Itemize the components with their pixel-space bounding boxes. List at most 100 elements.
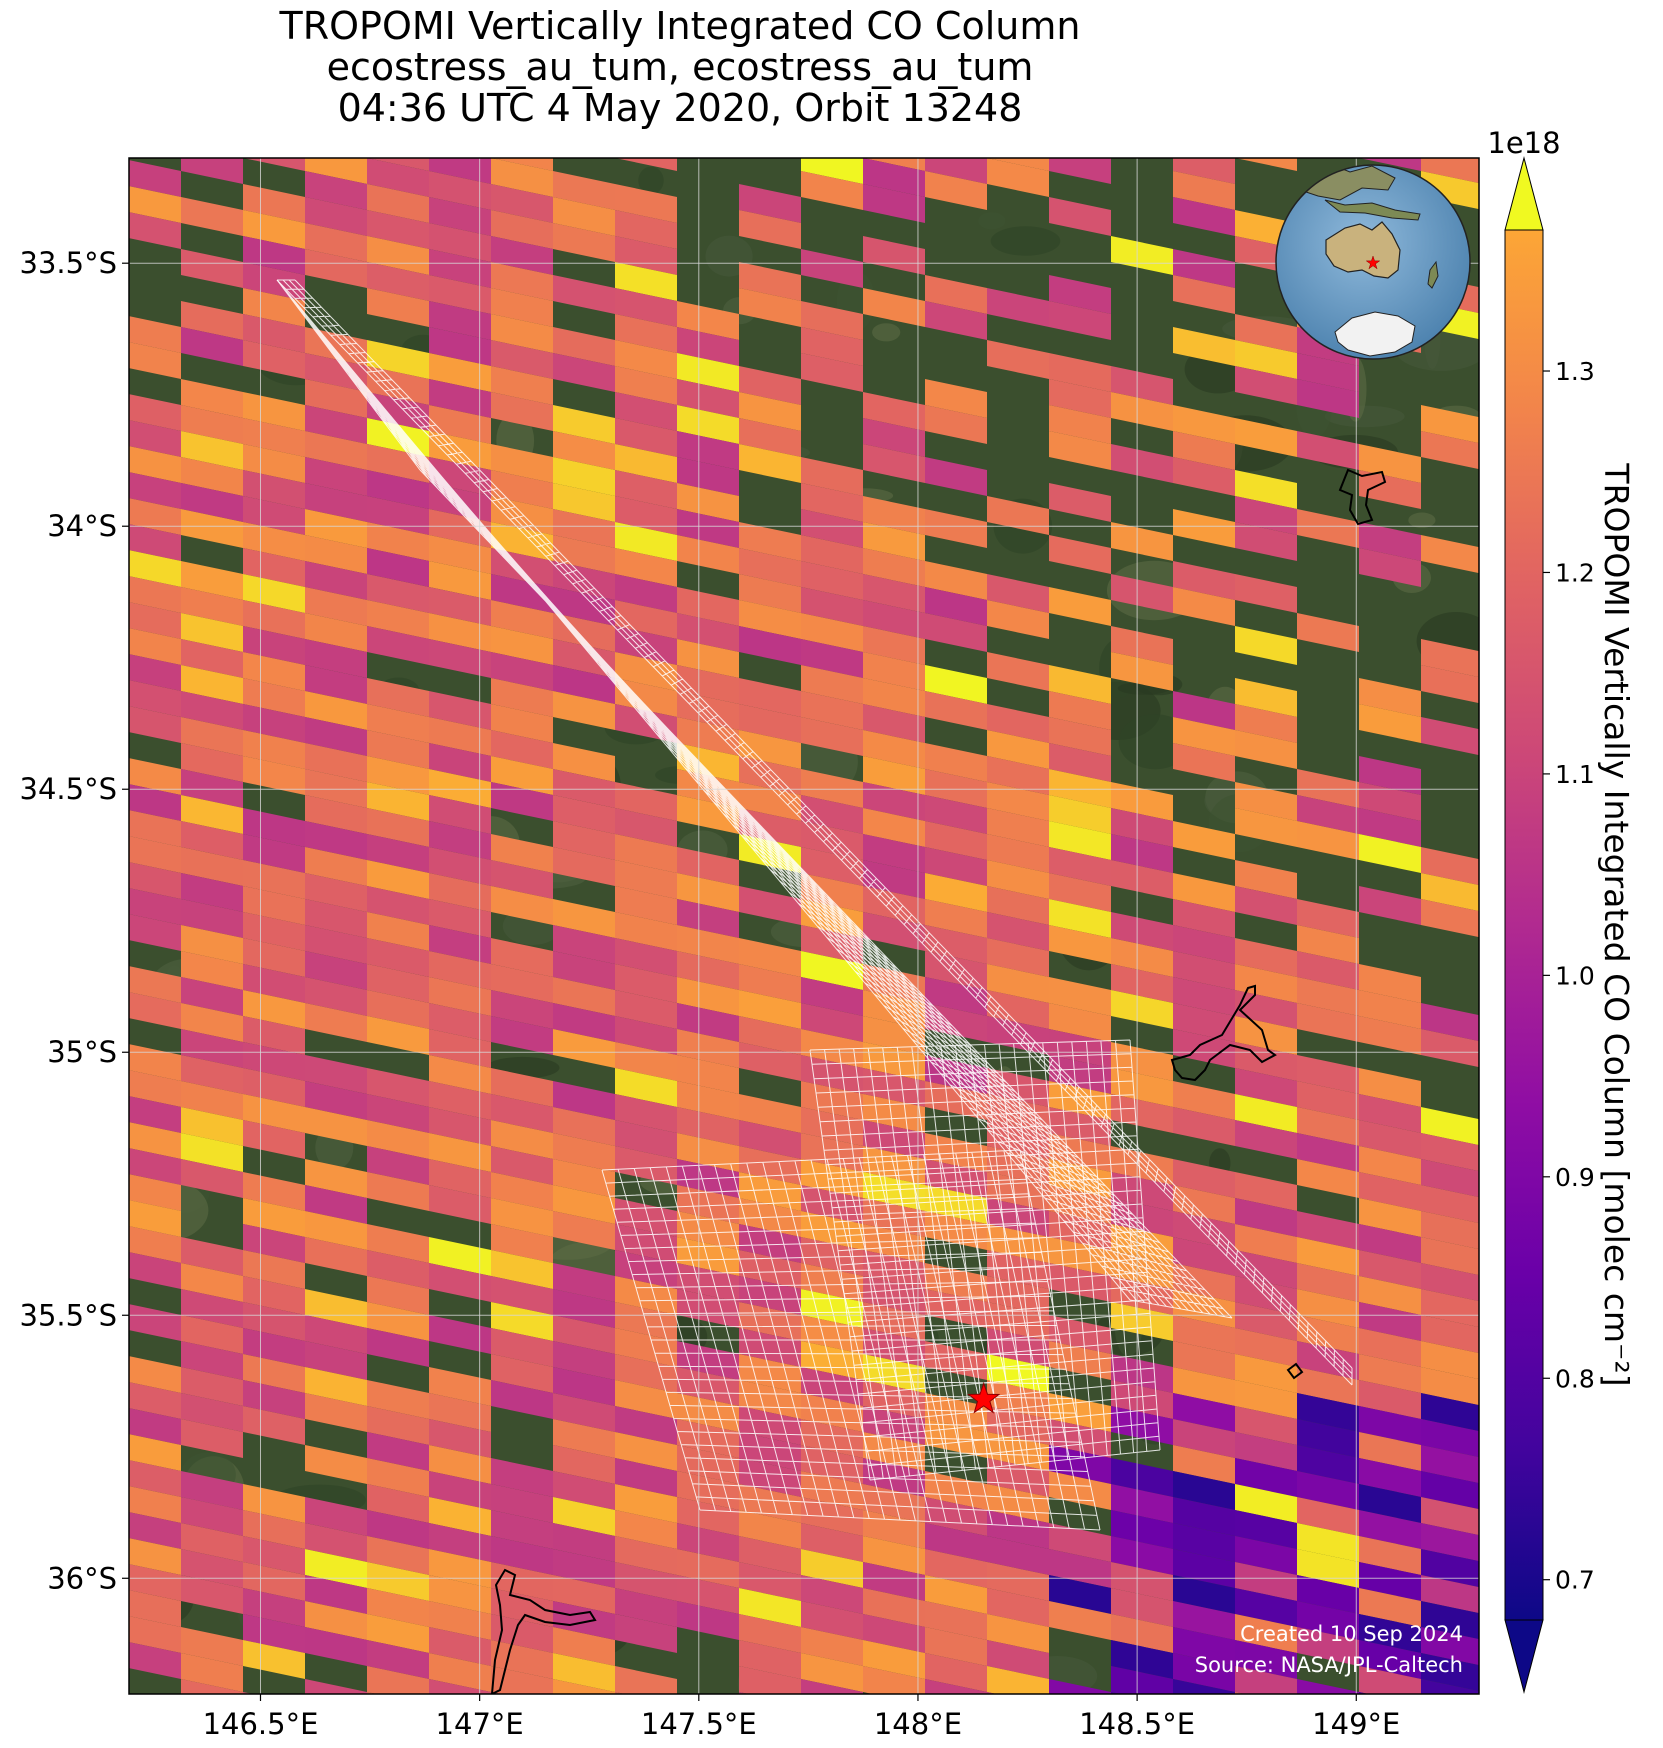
co-pixel: [863, 184, 925, 223]
co-pixel: [181, 158, 243, 184]
title-line-3: 04:36 UTC 4 May 2020, Orbit 13248: [337, 86, 1023, 130]
latitude-axis: 33.5°S 34°S 34.5°S 35°S 35.5°S 36°S: [20, 246, 129, 1595]
co-pixel: [1421, 1679, 1479, 1694]
colorbar-tick-label: 1.1: [1555, 760, 1595, 789]
co-pixel: [129, 706, 181, 743]
co-pixel: [801, 717, 863, 756]
co-pixel: [129, 1538, 181, 1575]
lon-tick-label: 147.5°E: [641, 1707, 757, 1741]
co-pixel: [429, 1679, 491, 1694]
co-pixel: [181, 1575, 243, 1614]
co-pixel: [367, 1328, 429, 1367]
co-pixel: [1111, 1302, 1173, 1341]
co-pixel: [1359, 1016, 1421, 1055]
co-pixel: [863, 236, 925, 275]
co-pixel: [1235, 522, 1297, 561]
co-pixel: [119, 1692, 181, 1731]
co-pixel: [925, 691, 987, 730]
co-pixel: [305, 1627, 367, 1666]
co-pixel: [1111, 990, 1173, 1029]
co-pixel: [1359, 704, 1421, 743]
footprint-swath-2: [276, 279, 1233, 1319]
co-pixel: [129, 680, 181, 717]
colorbar-tick-label: 1.3: [1555, 357, 1595, 386]
co-pixel: [987, 652, 1049, 691]
terrain-patch: [990, 226, 1061, 256]
co-pixel: [181, 197, 243, 236]
co-pixel: [1111, 574, 1173, 613]
globe-star-icon: [1365, 255, 1381, 270]
co-pixel: [129, 1486, 181, 1523]
co-pixel: [615, 1614, 677, 1653]
map-gridlines: [129, 158, 1479, 1694]
footprint-swath-4: [601, 1149, 1101, 1531]
co-pixel: [1235, 730, 1297, 769]
co-pixel: [615, 1666, 677, 1694]
colorbar: 0.7 0.8 0.9 1.0 1.1 1.2 1.3 1e18 TROPOMI Verti…: [1487, 126, 1636, 1694]
co-pixel: [863, 1666, 925, 1694]
co-pixel: [129, 602, 181, 639]
co-pixel: [1359, 158, 1421, 171]
lon-tick-label: 149°E: [1312, 1707, 1400, 1741]
co-pixel: [181, 509, 243, 548]
co-pixel: [129, 576, 181, 613]
co-pixel: [553, 223, 615, 262]
co-pixel: [243, 756, 305, 795]
co-pixel: [129, 472, 181, 509]
co-pixel: [553, 847, 615, 886]
co-pixel: [615, 1146, 677, 1185]
co-pixel: [129, 160, 181, 197]
co-pixel: [1421, 1263, 1479, 1302]
terrain-patch: [872, 323, 901, 342]
co-pixel: [129, 810, 181, 847]
co-pixel: [739, 886, 801, 925]
co-pixel: [1111, 1094, 1173, 1133]
co-pixel: [1235, 366, 1297, 405]
co-pixel: [925, 457, 987, 496]
co-pixel: [863, 288, 925, 327]
co-pixel: [129, 1304, 181, 1341]
co-pixel: [367, 626, 429, 665]
co-pixel: [129, 186, 181, 223]
colorbar-tick-label: 1.0: [1555, 961, 1595, 990]
co-pixel: [1297, 1003, 1359, 1042]
co-pixel: [615, 158, 677, 171]
co-pixel: [305, 1107, 367, 1146]
co-pixel: [1049, 483, 1111, 522]
co-pixel: [1235, 886, 1297, 925]
longitude-axis: 146.5°E 147°E 147.5°E 148°E 148.5°E 149°E: [203, 1694, 1400, 1741]
target-site-star-icon: [967, 1381, 1001, 1414]
co-pixel: [491, 886, 553, 925]
co-pixel: [305, 1679, 367, 1694]
co-pixel: [129, 1642, 181, 1679]
co-pixel: [1173, 1029, 1235, 1068]
co-pixel: [367, 1666, 429, 1694]
co-pixel: [367, 1172, 429, 1211]
co-pixel: [1111, 236, 1173, 275]
co-pixel: [801, 158, 863, 184]
lat-tick-label: 36°S: [47, 1561, 117, 1595]
co-pixel: [129, 1382, 181, 1419]
co-pixel: [1049, 431, 1111, 470]
co-pixel: [129, 1434, 181, 1471]
co-pixel: [1173, 1107, 1235, 1146]
co-pixel: [1297, 821, 1359, 860]
co-pixel: [129, 1356, 181, 1393]
colorbar-tick-label: 0.8: [1555, 1364, 1595, 1393]
co-pixel: [129, 1616, 181, 1653]
co-pixel: [1235, 808, 1297, 847]
co-pixel: [129, 888, 181, 925]
co-pixel: [1421, 1419, 1479, 1458]
co-pixel-layer: [119, 158, 1479, 1731]
co-pixel: [129, 394, 181, 431]
colorbar-tick-label: 0.7: [1555, 1566, 1595, 1595]
co-pixel: [1111, 652, 1173, 691]
co-pixel: [1359, 470, 1421, 509]
co-pixel: [739, 626, 801, 665]
co-pixel: [181, 1679, 243, 1694]
colorbar-ticks: 0.7 0.8 0.9 1.0 1.1 1.2 1.3: [1543, 357, 1595, 1595]
co-pixel: [129, 1096, 181, 1133]
co-pixel: [863, 912, 925, 951]
co-pixel: [1297, 509, 1359, 548]
